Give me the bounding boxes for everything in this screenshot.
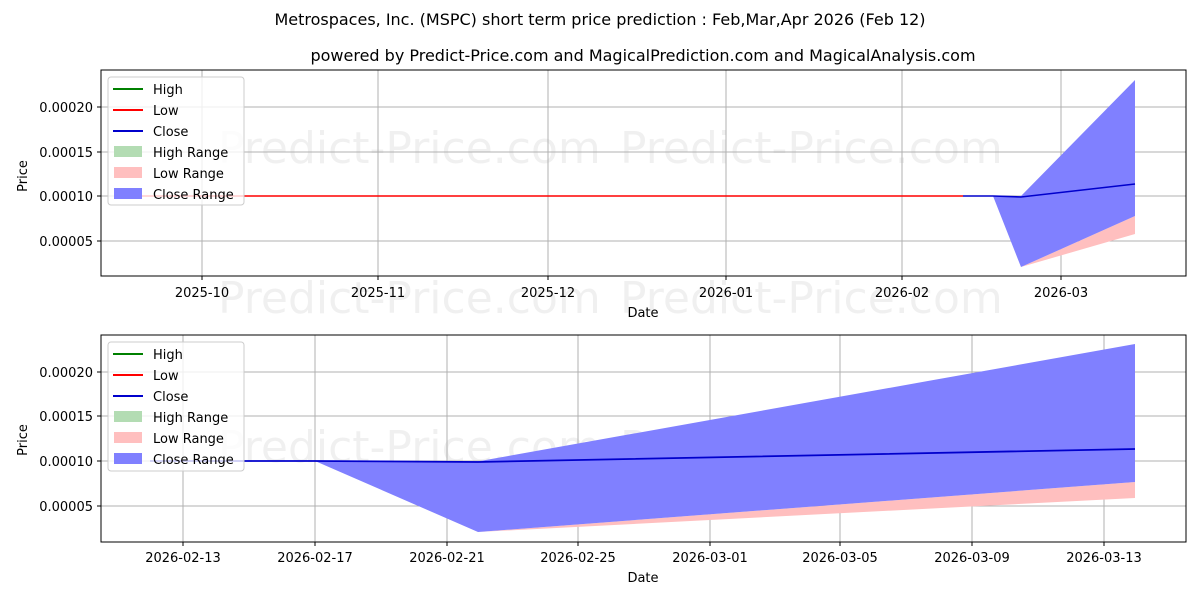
top-y-ticks [97,106,101,242]
close-line [963,183,1136,198]
x-tick-label: 2026-02-21 [409,551,485,566]
legend-label: Close [153,390,188,405]
y-tick-label: 0.00010 [39,455,93,470]
x-axis-label: Date [627,571,658,586]
x-tick-label: 2025-12 [521,286,575,301]
close-range-area [993,80,1135,267]
legend-label: Low Range [153,432,224,447]
legend-label: Close Range [153,453,234,468]
x-tick-label: 2026-02-17 [277,551,353,566]
y-axis-label: Price [16,160,31,192]
watermark: Predict-Price.com [218,273,601,324]
top-legend: High Low Close High Range Low Range Clos… [107,76,245,206]
close-range-area [315,344,1135,532]
x-tick-label: 2026-03-01 [672,551,748,566]
bottom-x-ticks [182,542,1105,546]
x-tick-label: 2026-03 [1034,286,1088,301]
y-axis-label: Price [16,424,31,456]
legend-label: Low Range [153,167,224,182]
y-tick-label: 0.00015 [39,410,93,425]
x-tick-label: 2026-03-13 [1066,551,1142,566]
x-tick-label: 2026-02-25 [540,551,616,566]
bottom-axes-frame [100,334,1187,543]
legend-label: Low [153,104,179,119]
bottom-y-ticks [97,371,101,507]
y-tick-label: 0.00015 [39,146,93,161]
legend-high-range-swatch [114,146,142,157]
x-tick-label: 2026-01 [699,286,753,301]
top-x-ticks [201,276,1062,280]
y-tick-label: 0.00010 [39,190,93,205]
legend-close-range-swatch [114,453,142,464]
legend-label: High [153,83,183,98]
legend-label: High Range [153,146,228,161]
bottom-legend: High Low Close High Range Low Range Clos… [107,341,245,472]
x-tick-label: 2026-02 [875,286,929,301]
legend-close-range-swatch [114,188,142,199]
legend-label: Close Range [153,188,234,203]
legend-label: High [153,348,183,363]
legend-low-range-swatch [114,167,142,178]
legend-label: Low [153,369,179,384]
x-tick-label: 2026-03-09 [934,551,1010,566]
bottom-chart: Predict-Price.com Predict-Price.com [16,334,1187,586]
top-axes-frame [100,69,1187,277]
x-tick-label: 2026-02-13 [145,551,221,566]
top-chart: Predict-Price.com Predict-Price.com Pred… [16,69,1187,324]
watermark: Predict-Price.com [620,273,1003,324]
x-tick-label: 2025-11 [351,286,405,301]
legend-label: Close [153,125,188,140]
x-axis-label: Date [627,306,658,321]
watermark: Predict-Price.com [620,123,1003,174]
legend-label: High Range [153,411,228,426]
chart-title: Metrospaces, Inc. (MSPC) short term pric… [274,10,926,29]
y-tick-label: 0.00020 [39,101,93,116]
watermark: Predict-Price.com [218,123,601,174]
legend-low-range-swatch [114,432,142,443]
y-tick-label: 0.00020 [39,366,93,381]
y-tick-label: 0.00005 [39,500,93,515]
legend-high-range-swatch [114,411,142,422]
x-tick-label: 2026-03-05 [802,551,878,566]
x-tick-label: 2025-10 [175,286,229,301]
chart-subtitle: powered by Predict-Price.com and Magical… [310,46,976,65]
y-tick-label: 0.00005 [39,235,93,250]
